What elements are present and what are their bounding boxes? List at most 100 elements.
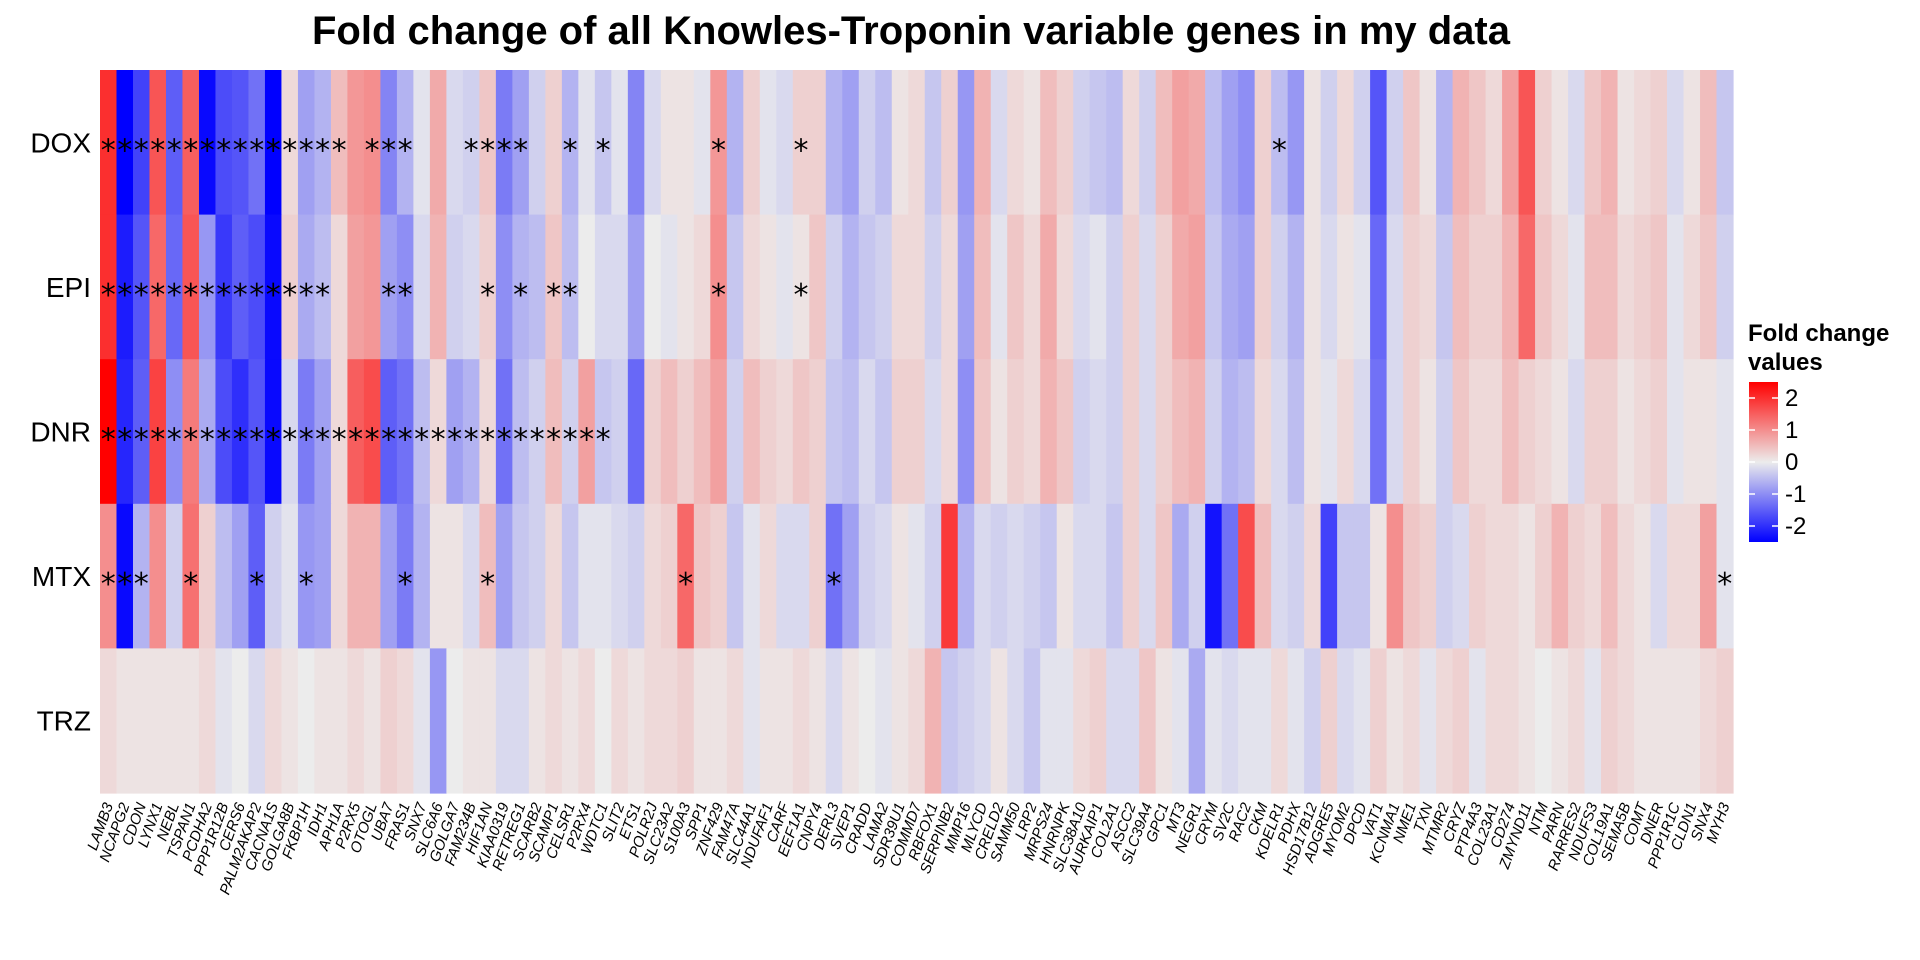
heatmap-cell — [363, 214, 382, 360]
heatmap-cell — [248, 70, 266, 216]
heatmap-cell — [561, 359, 579, 505]
heatmap-cell — [264, 359, 283, 505]
significance-marker: * — [101, 567, 116, 602]
heatmap-cell — [1535, 70, 1553, 216]
significance-marker: * — [117, 567, 132, 602]
heatmap-cell — [1716, 214, 1734, 360]
heatmap-cell — [1551, 503, 1569, 649]
significance-marker: * — [266, 423, 281, 458]
legend-tick-label: -1 — [1785, 481, 1806, 508]
heatmap-cell — [231, 214, 250, 360]
heatmap-cell — [594, 70, 612, 216]
heatmap-cell — [1337, 214, 1355, 360]
heatmap-cell — [677, 214, 695, 360]
heatmap-cell — [1122, 648, 1140, 794]
heatmap-cell — [1634, 70, 1652, 216]
heatmap-cell — [1650, 503, 1668, 649]
heatmap-cell — [1617, 214, 1635, 360]
heatmap-cell — [1221, 503, 1239, 649]
heatmap-cell — [1056, 70, 1074, 216]
heatmap-cell — [1683, 214, 1701, 360]
heatmap-cell — [1683, 648, 1701, 794]
significance-marker: * — [381, 423, 396, 458]
significance-marker: * — [480, 567, 495, 602]
heatmap-cell — [1370, 70, 1388, 216]
heatmap-cell — [809, 648, 827, 794]
heatmap-cell — [1419, 359, 1437, 505]
heatmap-cell — [413, 359, 431, 505]
significance-marker: * — [233, 423, 248, 458]
heatmap-cell — [1502, 503, 1520, 649]
heatmap-cell — [1271, 359, 1289, 505]
heatmap-cell — [116, 648, 134, 794]
heatmap-cell — [1667, 503, 1685, 649]
heatmap-cell — [198, 503, 217, 649]
heatmap-cell — [396, 648, 414, 794]
heatmap-cell — [1584, 70, 1602, 216]
heatmap-cell — [776, 214, 794, 360]
heatmap-cell — [759, 70, 777, 216]
heatmap-cell — [825, 648, 843, 794]
significance-marker: * — [563, 278, 578, 313]
significance-marker: * — [480, 423, 495, 458]
heatmap-cell — [429, 503, 447, 649]
heatmap-cell — [660, 70, 678, 216]
heatmap-cell — [1221, 359, 1239, 505]
row-label: MTX — [32, 561, 91, 592]
significance-marker: * — [381, 133, 396, 168]
heatmap-cell — [594, 648, 612, 794]
heatmap-cell — [495, 70, 513, 216]
heatmap-cell — [297, 70, 316, 216]
heatmap-cell — [1370, 503, 1388, 649]
heatmap-cell — [1023, 503, 1041, 649]
heatmap-cell — [281, 648, 299, 794]
significance-marker: * — [134, 133, 149, 168]
heatmap-cell — [1386, 214, 1404, 360]
heatmap-cell — [1551, 648, 1569, 794]
significance-marker: * — [315, 133, 330, 168]
heatmap-cell — [792, 214, 810, 360]
heatmap-cell — [1172, 648, 1190, 794]
significance-marker: * — [150, 133, 165, 168]
heatmap-cell — [1535, 503, 1553, 649]
heatmap-cell — [578, 70, 596, 216]
heatmap-cell — [413, 214, 431, 360]
heatmap-cell — [446, 648, 464, 794]
heatmap-cell — [347, 214, 365, 360]
heatmap-cell — [1320, 214, 1338, 360]
heatmap-cell — [990, 503, 1008, 649]
heatmap-cell — [644, 648, 662, 794]
heatmap-cell — [1238, 214, 1256, 360]
legend-title-line2: values — [1748, 349, 1823, 376]
heatmap-cell — [957, 648, 975, 794]
significance-marker: * — [150, 423, 165, 458]
heatmap-cell — [100, 503, 118, 649]
heatmap-cell — [1353, 359, 1371, 505]
heatmap-cell — [1106, 648, 1124, 794]
heatmap-cell — [1205, 359, 1223, 505]
heatmap-cell — [908, 359, 926, 505]
heatmap-cell — [1436, 70, 1454, 216]
heatmap-cell — [825, 503, 843, 649]
heatmap-cell — [693, 503, 711, 649]
heatmap-cell — [528, 503, 546, 649]
significance-marker: * — [101, 278, 116, 313]
legend-title-line1: Fold change — [1748, 320, 1889, 347]
heatmap-cell — [297, 359, 316, 505]
heatmap-cell — [825, 359, 843, 505]
heatmap-cell — [1436, 648, 1454, 794]
heatmap-cell — [825, 214, 843, 360]
heatmap-cell — [495, 503, 513, 649]
heatmap-cell — [891, 648, 909, 794]
heatmap-cell — [792, 648, 810, 794]
heatmap-cell — [1287, 359, 1305, 505]
heatmap-cell — [297, 214, 316, 360]
heatmap-cell — [231, 359, 250, 505]
heatmap-cell — [380, 214, 398, 360]
heatmap-cell — [908, 648, 926, 794]
heatmap-cell — [1320, 648, 1338, 794]
heatmap-cell — [149, 503, 167, 649]
significance-marker: * — [282, 278, 297, 313]
heatmap-cell — [215, 214, 233, 360]
significance-marker: * — [266, 278, 281, 313]
